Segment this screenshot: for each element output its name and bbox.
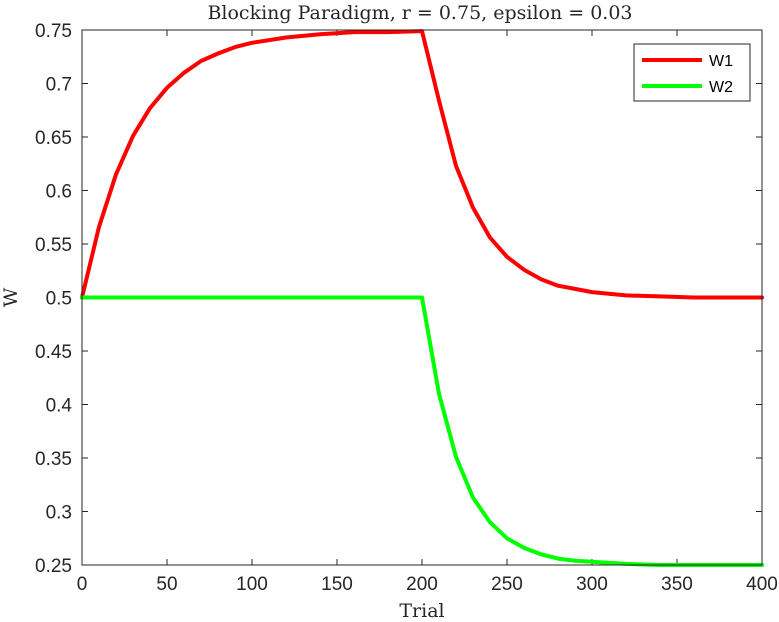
series-layer [80,29,764,567]
x-tick-label: 0 [77,574,88,595]
legend: W1 W2 [633,43,751,102]
axes-box [81,29,763,566]
y-tick-label: 0.3 [46,503,72,524]
y-tick-label: 0.75 [35,21,72,42]
y-tick-label: 0.35 [35,449,72,470]
series-line-w1 [80,29,764,300]
y-tick-label: 0.6 [46,182,72,203]
x-tick-label: 200 [406,574,438,595]
legend-label-w1: W1 [709,53,733,70]
y-tick-label: 0.65 [35,128,72,149]
x-tick-label: 300 [576,574,608,595]
x-axis-label: Trial [399,600,444,622]
x-tick-label: 250 [491,574,523,595]
y-tick-label: 0.4 [46,396,73,417]
x-tick-label: 100 [236,574,268,595]
legend-label-w2: W2 [709,79,733,96]
y-axis-ticks: 0.25 0.3 0.35 0.4 0.45 0.5 0.55 0.6 0.65 0.7 0.75 [35,21,762,577]
x-tick-label: 150 [321,574,353,595]
legend-box [633,43,751,102]
x-axis-ticks: 0 50 100 150 200 250 300 350 400 [77,30,778,595]
y-tick-label: 0.55 [35,235,72,256]
x-tick-label: 50 [156,574,177,595]
y-tick-label: 0.45 [35,342,72,363]
x-tick-label: 400 [746,574,778,595]
y-tick-label: 0.5 [46,289,72,310]
series-line-w2 [80,295,764,567]
y-tick-label: 0.7 [46,75,72,96]
chart-title: Blocking Paradigm, r = 0.75, epsilon = 0… [207,2,632,24]
x-tick-label: 350 [661,574,693,595]
y-axis-label: W [0,287,22,307]
y-tick-label: 0.25 [35,556,72,577]
